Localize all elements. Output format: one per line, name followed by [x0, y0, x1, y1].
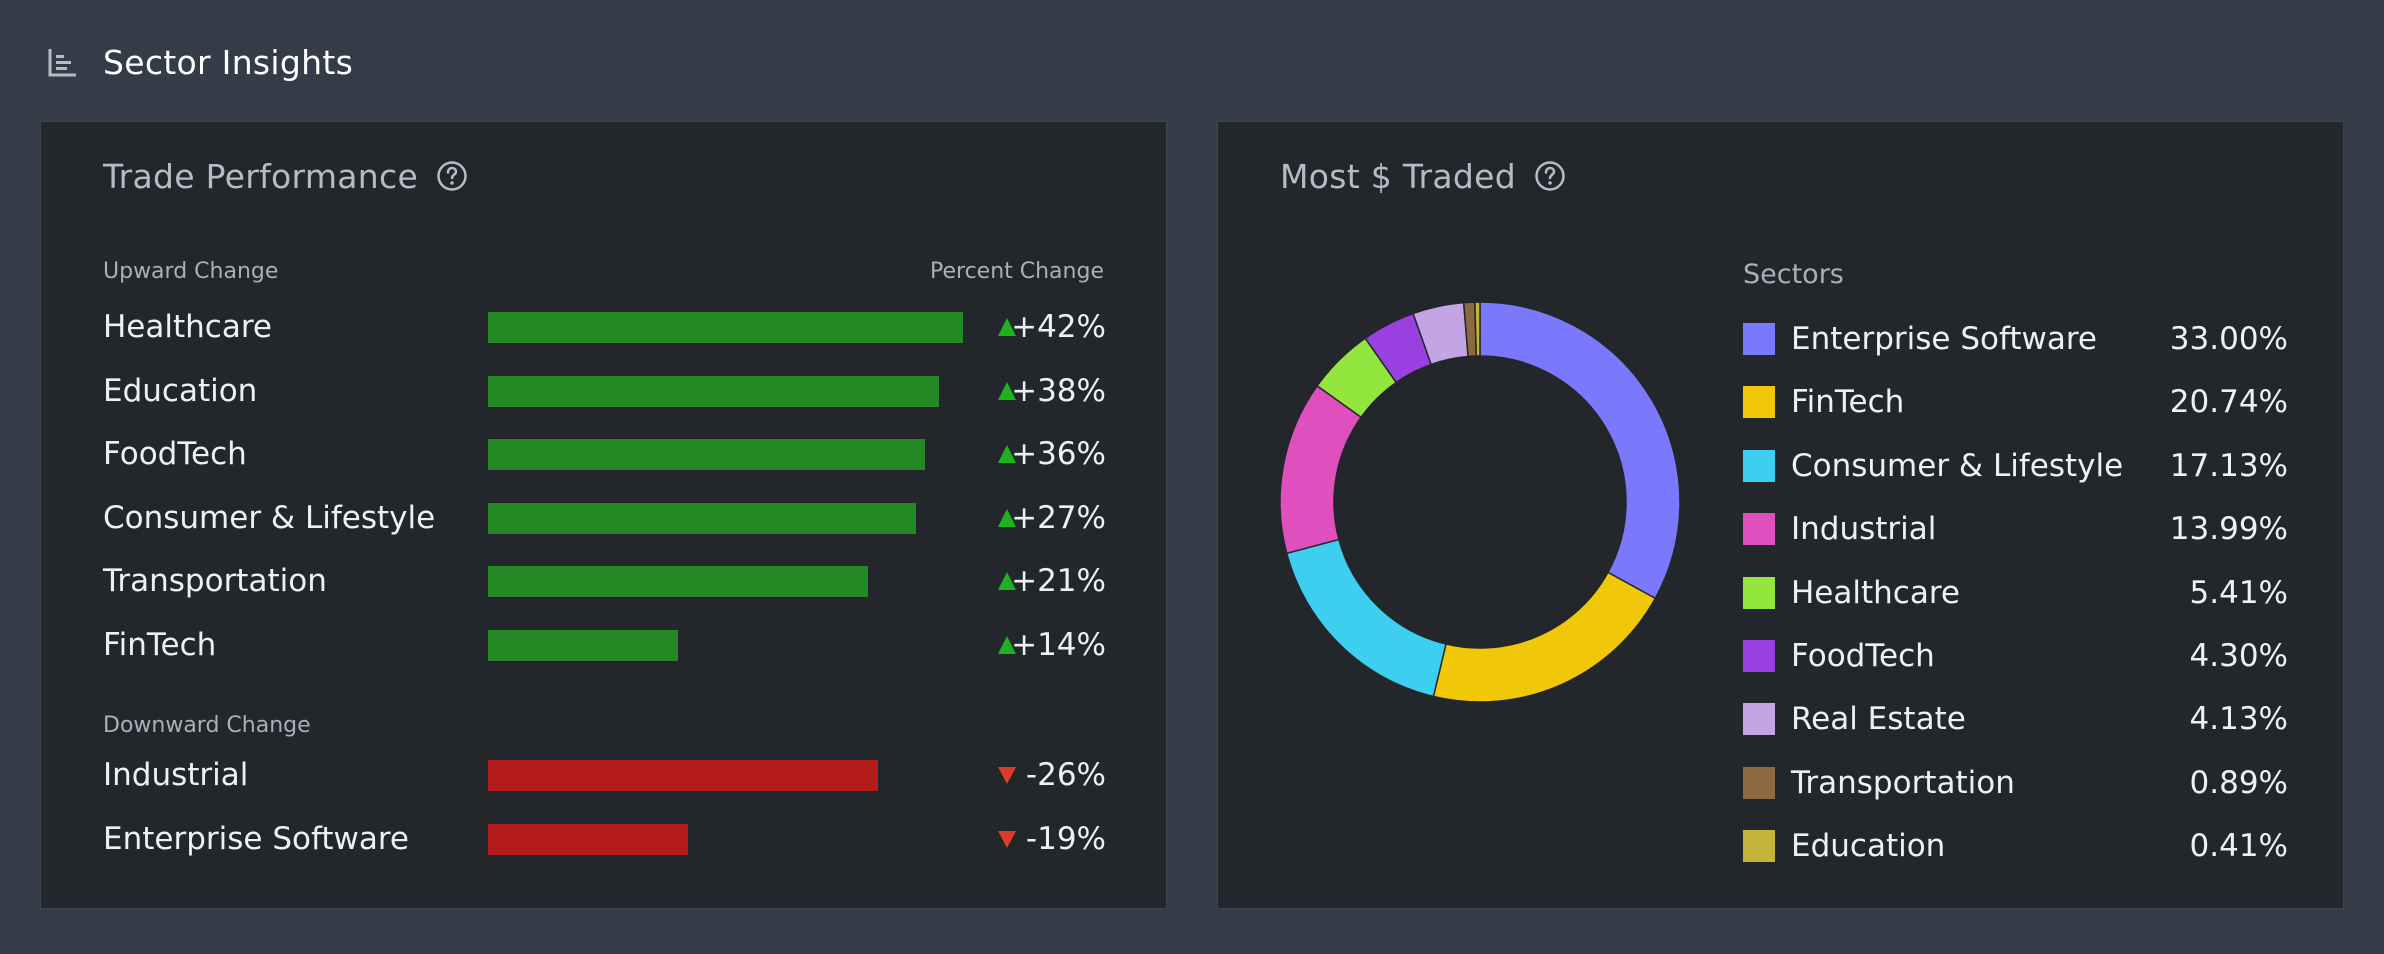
triangle-down-icon — [998, 767, 1016, 784]
legend-item[interactable]: Transportation 0.89% — [1743, 761, 2288, 805]
bar-value-label: +27% — [1011, 499, 1106, 536]
bar-row: Enterprise Software -19% — [41, 819, 1168, 859]
bar-value-label: -19% — [1025, 820, 1106, 857]
bar-row: Industrial -26% — [41, 755, 1168, 795]
legend-swatch — [1743, 449, 1775, 482]
bar-category-label: FoodTech — [103, 436, 247, 472]
legend-item[interactable]: Healthcare 5.41% — [1743, 571, 2288, 615]
legend-label: Transportation — [1791, 764, 2015, 801]
triangle-up-icon — [998, 318, 1016, 336]
bar — [488, 760, 878, 791]
bar — [488, 823, 688, 855]
bar-category-label: Transportation — [103, 563, 327, 599]
legend-label: FinTech — [1791, 384, 1905, 421]
downward-change-label: Downward Change — [103, 713, 311, 738]
legend-swatch — [1743, 640, 1775, 672]
legend-item[interactable]: Industrial 13.99% — [1743, 507, 2288, 551]
bar-row: Transportation +21% — [41, 561, 1168, 601]
bar-row: Education +38% — [41, 371, 1168, 411]
bar-value-label: -26% — [1025, 757, 1106, 793]
legend-value: 4.30% — [2189, 638, 2288, 674]
bar-value-label: +14% — [1011, 626, 1106, 663]
donut-slice[interactable] — [1432, 571, 1657, 703]
triangle-up-icon — [998, 445, 1016, 463]
donut-chart — [1279, 301, 1681, 703]
section-header: Sector Insights — [45, 38, 353, 86]
bar — [488, 312, 963, 343]
legend-swatch — [1743, 766, 1775, 799]
legend-item[interactable]: Education 0.41% — [1743, 824, 2288, 868]
bar-value-label: +36% — [1011, 436, 1106, 472]
bar-value-label: +42% — [1011, 309, 1106, 345]
bar — [488, 375, 939, 407]
legend-label: Industrial — [1791, 511, 1937, 548]
bar-row: FinTech +14% — [41, 625, 1168, 665]
triangle-up-icon — [998, 508, 1016, 527]
legend-label: Healthcare — [1791, 574, 1960, 611]
donut-slice[interactable] — [1285, 538, 1447, 698]
legend-value: 20.74% — [2169, 384, 2288, 421]
most-traded-panel: Most $ Traded Sectors Enterprise Softwar… — [1217, 121, 2344, 909]
bar-category-label: Enterprise Software — [103, 820, 409, 857]
legend-swatch — [1743, 830, 1775, 863]
legend-swatch — [1743, 323, 1775, 355]
bar-category-label: Healthcare — [103, 309, 272, 345]
trade-performance-title: Trade Performance — [103, 156, 419, 196]
bar — [488, 439, 925, 470]
percent-change-header: Percent Change — [929, 259, 1104, 284]
legend-swatch — [1743, 576, 1775, 609]
legend-item[interactable]: Real Estate 4.13% — [1743, 697, 2288, 741]
legend-item[interactable]: FoodTech 4.30% — [1743, 634, 2288, 678]
legend-value: 0.89% — [2189, 764, 2288, 801]
help-circle-icon[interactable] — [1534, 160, 1566, 192]
legend-value: 4.13% — [2189, 701, 2288, 738]
donut-slice[interactable] — [1479, 301, 1681, 600]
legend-value: 13.99% — [2169, 511, 2288, 548]
legend-value: 17.13% — [2169, 447, 2288, 484]
legend-label: FoodTech — [1791, 638, 1935, 674]
triangle-up-icon — [998, 381, 1016, 400]
bar-value-label: +38% — [1011, 372, 1106, 409]
bar-category-label: Education — [103, 372, 258, 409]
bar — [488, 502, 916, 534]
bar-row: Healthcare +42% — [41, 307, 1168, 347]
most-traded-header: Most $ Traded — [1280, 152, 1566, 200]
bar-row: FoodTech +36% — [41, 434, 1168, 474]
bar — [488, 629, 678, 661]
legend-label: Consumer & Lifestyle — [1791, 447, 2124, 484]
bar-chart-icon — [48, 49, 76, 77]
help-circle-icon[interactable] — [436, 160, 468, 192]
trade-performance-header: Trade Performance — [103, 152, 468, 200]
most-traded-title: Most $ Traded — [1280, 156, 1516, 196]
legend-item[interactable]: Consumer & Lifestyle 17.13% — [1743, 444, 2288, 488]
triangle-up-icon — [998, 572, 1016, 590]
legend-swatch — [1743, 386, 1775, 419]
upward-change-label: Upward Change — [103, 259, 279, 284]
legend-swatch — [1743, 513, 1775, 546]
bar — [488, 566, 868, 597]
trade-performance-panel: Trade Performance Upward Change Percent … — [40, 121, 1167, 909]
donut-slice[interactable] — [1474, 301, 1481, 357]
donut-slice[interactable] — [1279, 384, 1363, 555]
legend-label: Enterprise Software — [1791, 321, 2097, 357]
legend-value: 0.41% — [2189, 828, 2288, 865]
legend-item[interactable]: FinTech 20.74% — [1743, 380, 2288, 424]
legend-item[interactable]: Enterprise Software 33.00% — [1743, 317, 2288, 361]
legend-swatch — [1743, 703, 1775, 736]
legend-label: Education — [1791, 828, 1946, 865]
legend-value: 5.41% — [2189, 574, 2288, 611]
legend-label: Real Estate — [1791, 701, 1966, 738]
legend-value: 33.00% — [2169, 321, 2288, 357]
legend-title: Sectors — [1743, 259, 1844, 290]
triangle-up-icon — [998, 635, 1016, 654]
bar-category-label: Industrial — [103, 757, 249, 793]
triangle-down-icon — [998, 830, 1016, 848]
bar-category-label: Consumer & Lifestyle — [103, 499, 436, 536]
bar-row: Consumer & Lifestyle +27% — [41, 498, 1168, 538]
bar-category-label: FinTech — [103, 626, 217, 663]
bar-value-label: +21% — [1011, 563, 1106, 599]
page-title: Sector Insights — [103, 42, 354, 82]
